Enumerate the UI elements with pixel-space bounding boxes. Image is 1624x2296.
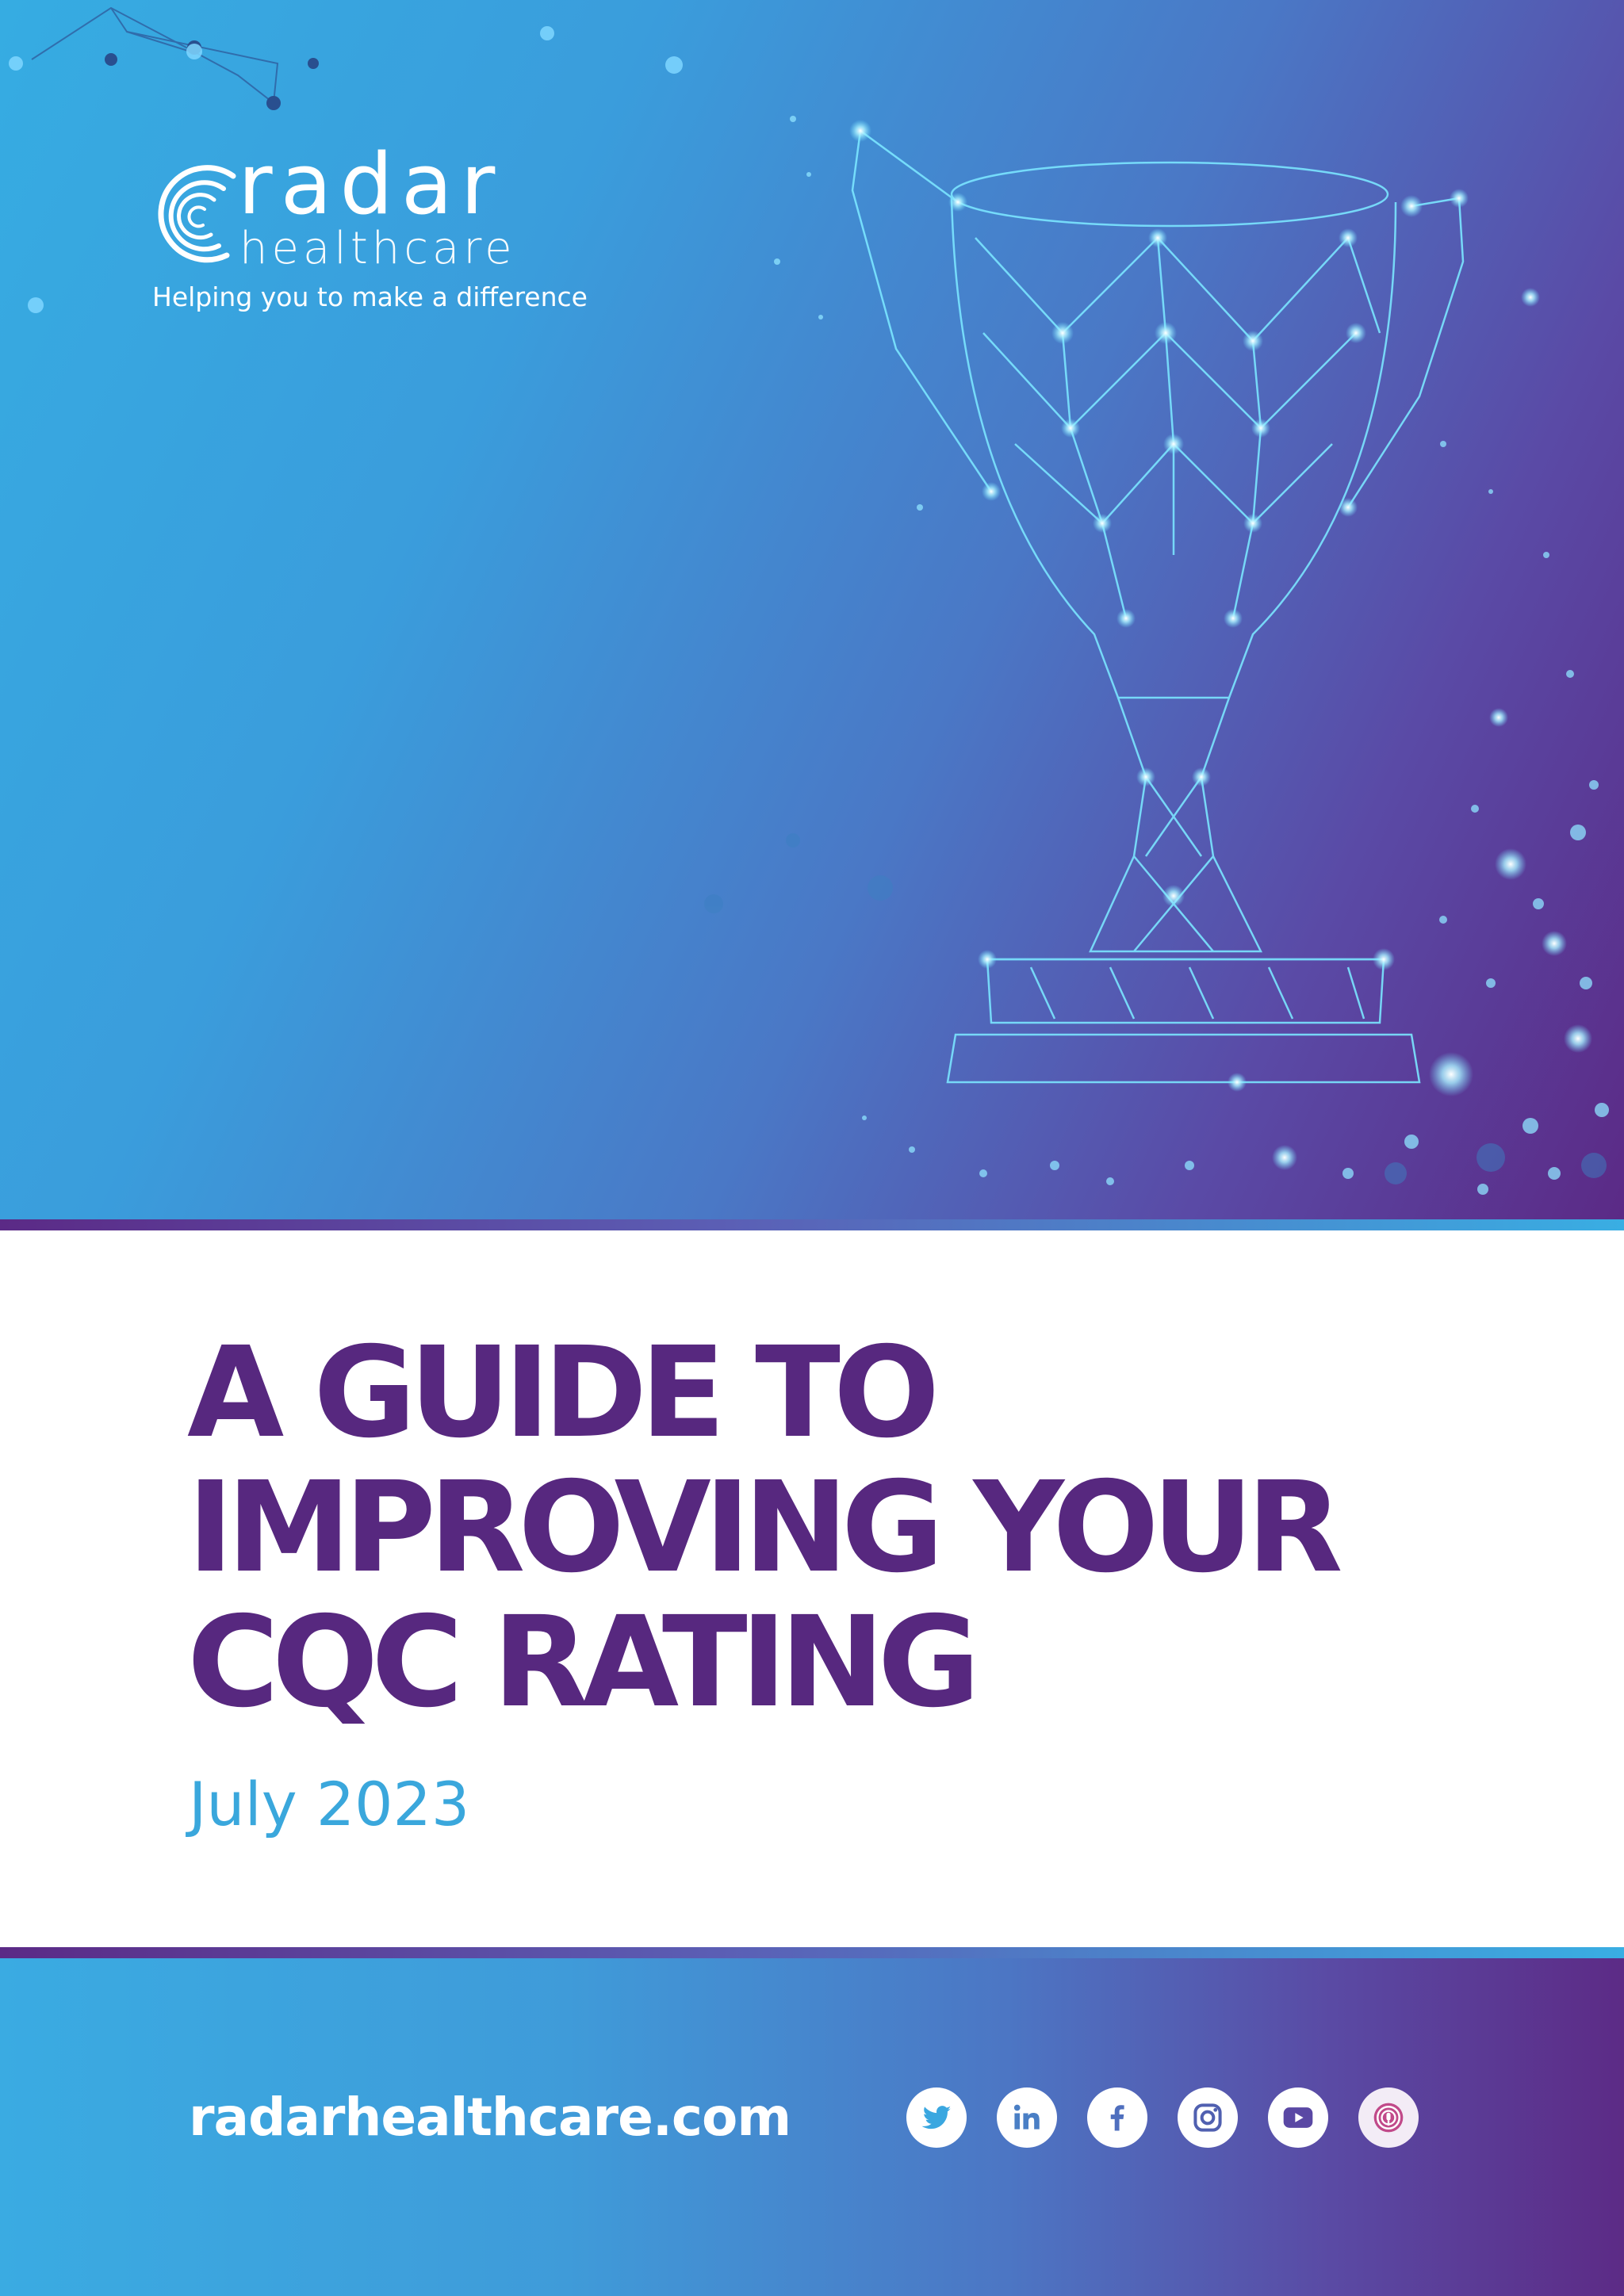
youtube-icon[interactable] (1268, 2087, 1328, 2148)
footer-band: radarhealthcare.com (0, 1958, 1624, 2296)
title-line-2: IMPROVING YOUR (187, 1455, 1343, 1601)
instagram-icon[interactable] (1178, 2087, 1238, 2148)
facebook-icon[interactable] (1087, 2087, 1147, 2148)
linkedin-icon[interactable] (997, 2087, 1057, 2148)
website-link[interactable]: radarhealthcare.com (189, 2087, 791, 2148)
page-title: A GUIDE TO IMPROVING YOUR CQC RATING (187, 1320, 1343, 1735)
top-divider (0, 1219, 1624, 1230)
radar-healthcare-logo: radar healthcare Helping you to make a d… (151, 143, 588, 325)
radar-swirl-icon (158, 165, 236, 263)
logo-tagline: Helping you to make a difference (152, 281, 588, 312)
logo-wordmark: radar (238, 136, 504, 233)
social-links (906, 2087, 1419, 2148)
title-line-1: A GUIDE TO (187, 1320, 940, 1466)
logo-subtitle: healthcare (239, 223, 516, 274)
publication-date: July 2023 (189, 1769, 470, 1839)
title-line-3: CQC RATING (187, 1590, 980, 1735)
podcast-icon[interactable] (1358, 2087, 1419, 2148)
twitter-icon[interactable] (906, 2087, 967, 2148)
hero-banner: radar healthcare Helping you to make a d… (0, 0, 1624, 1219)
trophy-illustration (9, 6, 1609, 1195)
bottom-divider (0, 1947, 1624, 1958)
